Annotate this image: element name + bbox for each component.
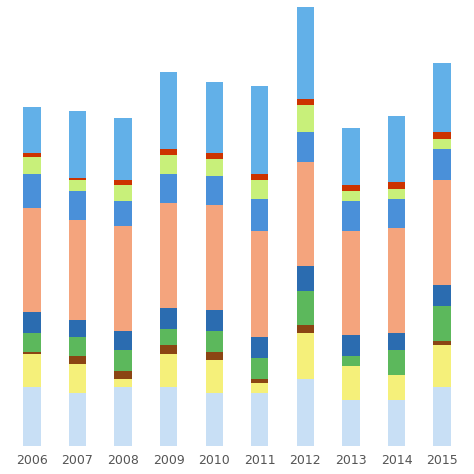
Bar [206,352,223,360]
Bar [69,191,86,220]
Bar [342,335,360,356]
Bar [23,352,41,354]
Bar [388,189,405,199]
Bar [160,203,177,308]
Bar [251,230,268,337]
Bar [160,328,177,346]
Bar [206,331,223,352]
Bar [69,320,86,337]
Bar [160,174,177,203]
Bar [160,346,177,354]
Bar [297,99,314,105]
Bar [433,285,451,306]
Bar [297,162,314,266]
Bar [251,199,268,230]
Bar [206,153,223,159]
Bar [114,350,132,371]
Bar [251,383,268,393]
Bar [342,191,360,201]
Bar [114,184,132,201]
Bar [297,379,314,446]
Bar [342,128,360,184]
Bar [206,159,223,176]
Bar [251,174,268,181]
Bar [23,312,41,333]
Bar [69,220,86,320]
Bar [388,350,405,374]
Bar [433,64,451,132]
Bar [251,358,268,379]
Bar [297,3,314,99]
Bar [433,387,451,446]
Bar [23,354,41,387]
Bar [388,374,405,400]
Bar [23,107,41,153]
Bar [342,184,360,191]
Bar [206,82,223,153]
Bar [251,337,268,358]
Bar [23,157,41,174]
Bar [297,132,314,162]
Bar [433,341,451,346]
Bar [206,393,223,446]
Bar [160,354,177,387]
Bar [23,208,41,312]
Bar [160,155,177,174]
Bar [160,149,177,155]
Bar [114,387,132,446]
Bar [23,153,41,157]
Bar [433,132,451,138]
Bar [433,138,451,149]
Bar [297,266,314,291]
Bar [297,333,314,379]
Bar [251,393,268,446]
Bar [342,400,360,446]
Bar [388,116,405,182]
Bar [388,228,405,333]
Bar [251,379,268,383]
Bar [114,331,132,350]
Bar [342,366,360,400]
Bar [69,393,86,446]
Bar [160,72,177,149]
Bar [23,333,41,352]
Bar [69,356,86,364]
Bar [388,333,405,350]
Bar [114,181,132,184]
Bar [297,325,314,333]
Bar [206,176,223,205]
Bar [160,308,177,328]
Bar [297,291,314,325]
Bar [342,201,360,230]
Bar [251,86,268,174]
Bar [206,310,223,331]
Bar [433,149,451,181]
Bar [206,205,223,310]
Bar [297,105,314,132]
Bar [69,337,86,356]
Bar [114,226,132,331]
Bar [388,182,405,189]
Bar [342,356,360,366]
Bar [251,181,268,199]
Bar [388,199,405,228]
Bar [69,178,86,181]
Bar [433,346,451,387]
Bar [114,118,132,181]
Bar [206,360,223,393]
Bar [160,387,177,446]
Bar [69,181,86,191]
Bar [114,379,132,387]
Bar [433,181,451,285]
Bar [69,111,86,178]
Bar [69,364,86,393]
Bar [388,400,405,446]
Bar [23,174,41,208]
Bar [342,230,360,335]
Bar [433,306,451,341]
Bar [114,371,132,379]
Bar [23,387,41,446]
Bar [114,201,132,226]
